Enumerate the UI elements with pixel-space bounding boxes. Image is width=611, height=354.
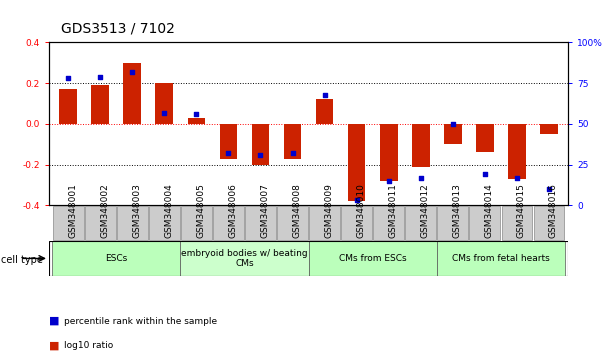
FancyBboxPatch shape xyxy=(502,206,532,240)
Point xyxy=(95,74,105,80)
FancyBboxPatch shape xyxy=(213,206,244,240)
Text: GSM348002: GSM348002 xyxy=(100,183,109,238)
FancyBboxPatch shape xyxy=(373,206,404,240)
Text: GDS3513 / 7102: GDS3513 / 7102 xyxy=(61,21,175,35)
Bar xyxy=(540,124,558,134)
FancyBboxPatch shape xyxy=(52,241,180,276)
Bar xyxy=(316,99,334,124)
Point xyxy=(159,110,169,115)
Bar xyxy=(348,124,365,201)
FancyBboxPatch shape xyxy=(342,206,372,240)
Text: log10 ratio: log10 ratio xyxy=(64,342,114,350)
Text: GSM348003: GSM348003 xyxy=(132,183,141,238)
Bar xyxy=(123,63,141,124)
Bar xyxy=(508,124,525,179)
FancyBboxPatch shape xyxy=(117,206,148,240)
Text: GSM348004: GSM348004 xyxy=(164,183,174,238)
Bar xyxy=(444,124,462,144)
Point xyxy=(63,75,73,81)
Text: GSM348016: GSM348016 xyxy=(549,183,558,238)
Text: ■: ■ xyxy=(49,341,59,350)
Text: percentile rank within the sample: percentile rank within the sample xyxy=(64,317,218,326)
Point xyxy=(512,175,522,181)
Text: GSM348015: GSM348015 xyxy=(517,183,526,238)
Point xyxy=(224,150,233,156)
Point xyxy=(352,198,362,203)
FancyBboxPatch shape xyxy=(405,206,436,240)
Text: ■: ■ xyxy=(49,316,59,326)
Text: embryoid bodies w/ beating
CMs: embryoid bodies w/ beating CMs xyxy=(181,249,308,268)
Text: GSM348014: GSM348014 xyxy=(485,183,494,238)
FancyBboxPatch shape xyxy=(309,206,340,240)
Point xyxy=(288,150,298,156)
FancyBboxPatch shape xyxy=(437,241,565,276)
Text: GSM348009: GSM348009 xyxy=(324,183,334,238)
FancyBboxPatch shape xyxy=(309,241,437,276)
Bar xyxy=(92,85,109,124)
FancyBboxPatch shape xyxy=(149,206,180,240)
Bar xyxy=(284,124,301,159)
Point xyxy=(416,175,426,181)
FancyBboxPatch shape xyxy=(469,206,500,240)
Point xyxy=(255,152,265,158)
Text: GSM348012: GSM348012 xyxy=(421,183,430,238)
FancyBboxPatch shape xyxy=(181,206,212,240)
Bar xyxy=(155,83,173,124)
Text: CMs from fetal hearts: CMs from fetal hearts xyxy=(452,254,550,263)
Bar xyxy=(252,124,269,165)
FancyBboxPatch shape xyxy=(53,206,84,240)
FancyBboxPatch shape xyxy=(277,206,308,240)
Point xyxy=(448,121,458,127)
FancyBboxPatch shape xyxy=(85,206,115,240)
Bar xyxy=(476,124,494,152)
Bar xyxy=(59,89,77,124)
Text: GSM348006: GSM348006 xyxy=(229,183,238,238)
Text: CMs from ESCs: CMs from ESCs xyxy=(339,254,406,263)
FancyBboxPatch shape xyxy=(533,206,565,240)
Text: GSM348005: GSM348005 xyxy=(196,183,205,238)
Bar xyxy=(412,124,430,167)
Point xyxy=(480,172,490,177)
Text: GSM348001: GSM348001 xyxy=(68,183,77,238)
Point xyxy=(127,69,137,75)
Bar xyxy=(380,124,398,181)
FancyBboxPatch shape xyxy=(245,206,276,240)
Text: GSM348011: GSM348011 xyxy=(389,183,398,238)
Bar xyxy=(219,124,237,159)
Text: GSM348007: GSM348007 xyxy=(260,183,269,238)
Point xyxy=(191,111,201,117)
Text: GSM348008: GSM348008 xyxy=(293,183,301,238)
Point xyxy=(384,178,393,184)
Text: cell type: cell type xyxy=(1,255,43,265)
Bar xyxy=(188,118,205,124)
FancyBboxPatch shape xyxy=(180,241,309,276)
Point xyxy=(544,186,554,192)
FancyBboxPatch shape xyxy=(437,206,468,240)
Text: GSM348010: GSM348010 xyxy=(357,183,365,238)
Text: GSM348013: GSM348013 xyxy=(453,183,462,238)
Text: ESCs: ESCs xyxy=(105,254,127,263)
Point xyxy=(320,92,329,97)
